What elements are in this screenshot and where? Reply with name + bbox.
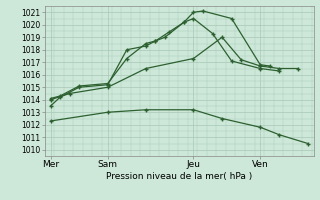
X-axis label: Pression niveau de la mer( hPa ): Pression niveau de la mer( hPa )	[106, 172, 252, 181]
